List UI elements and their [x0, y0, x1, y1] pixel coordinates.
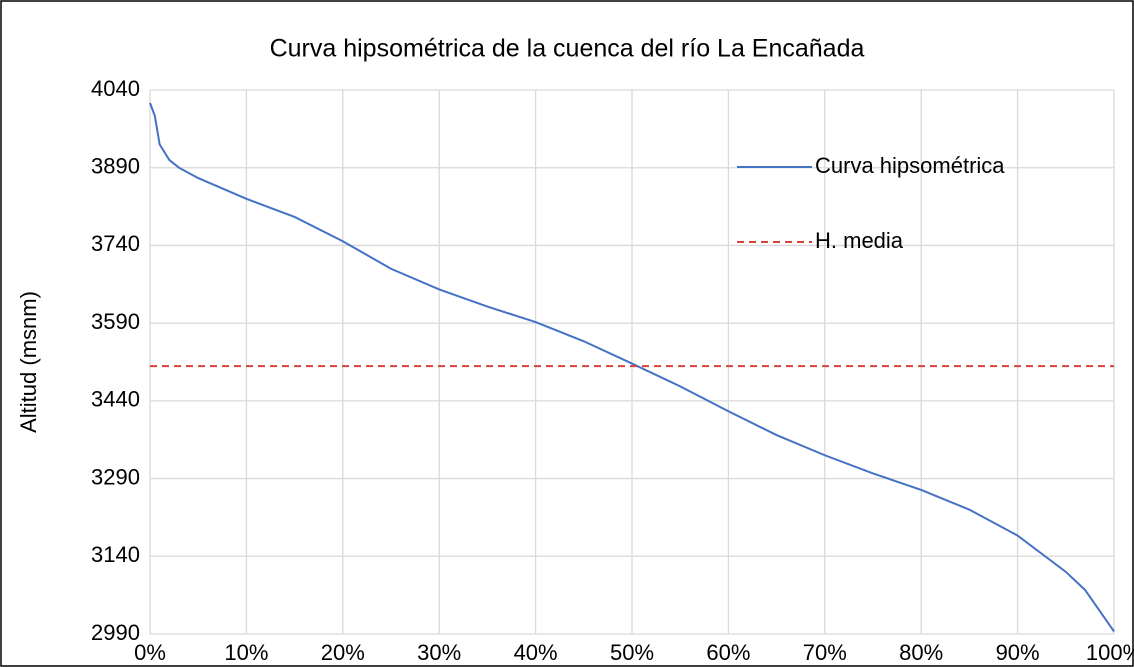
- legend-label: H. media: [815, 228, 904, 253]
- y-tick-label: 2990: [91, 620, 140, 645]
- x-tick-label: 40%: [514, 640, 558, 665]
- x-tick-label: 10%: [224, 640, 268, 665]
- y-tick-label: 3890: [91, 154, 140, 179]
- x-tick-label: 90%: [996, 640, 1040, 665]
- x-tick-label: 100%: [1086, 640, 1134, 665]
- x-tick-label: 20%: [321, 640, 365, 665]
- y-tick-label: 3290: [91, 464, 140, 489]
- x-tick-label: 60%: [706, 640, 750, 665]
- x-tick-label: 70%: [803, 640, 847, 665]
- series-line: [149, 102, 1115, 632]
- legend-label: Curva hipsométrica: [815, 153, 1005, 178]
- y-axis-title: Altitud (msnm): [16, 291, 41, 433]
- x-tick-label: 0%: [134, 640, 166, 665]
- y-tick-label: 4040: [91, 76, 140, 101]
- x-tick-label: 50%: [610, 640, 654, 665]
- y-tick-label: 3440: [91, 387, 140, 412]
- y-tick-label: 3590: [91, 309, 140, 334]
- x-tick-label: 80%: [899, 640, 943, 665]
- y-tick-label: 3140: [91, 542, 140, 567]
- x-tick-label: 30%: [417, 640, 461, 665]
- chart-title: Curva hipsométrica de la cuenca del río …: [270, 35, 865, 63]
- y-tick-label: 3740: [91, 231, 140, 256]
